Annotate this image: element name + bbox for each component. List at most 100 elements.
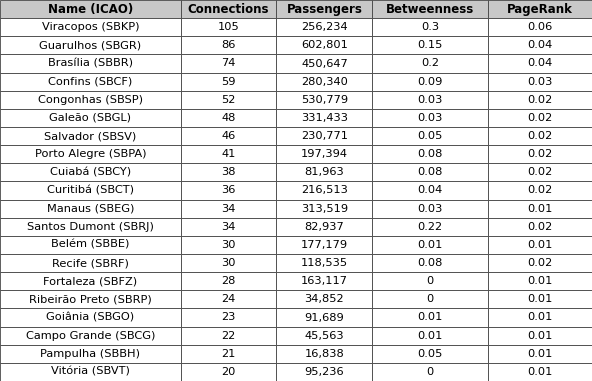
- Text: Ribeirão Preto (SBRP): Ribeirão Preto (SBRP): [29, 295, 152, 304]
- Text: Campo Grande (SBCG): Campo Grande (SBCG): [25, 331, 155, 341]
- Text: 34: 34: [221, 222, 236, 232]
- Bar: [372, 236, 488, 254]
- Text: Congonhas (SBSP): Congonhas (SBSP): [38, 95, 143, 105]
- Bar: [276, 145, 372, 163]
- Bar: [372, 290, 488, 309]
- Bar: [181, 36, 276, 54]
- Bar: [181, 345, 276, 363]
- Text: 0.22: 0.22: [417, 222, 443, 232]
- Bar: [488, 345, 592, 363]
- Bar: [0, 0, 181, 18]
- Text: 0.01: 0.01: [527, 312, 552, 322]
- Bar: [276, 309, 372, 327]
- Text: 45,563: 45,563: [305, 331, 344, 341]
- Text: 0.03: 0.03: [527, 77, 552, 86]
- Text: 41: 41: [221, 149, 236, 159]
- Bar: [488, 254, 592, 272]
- Text: 450,647: 450,647: [301, 59, 348, 69]
- Text: 0.05: 0.05: [417, 349, 443, 359]
- Text: Belém (SBBE): Belém (SBBE): [51, 240, 130, 250]
- Bar: [0, 254, 181, 272]
- Text: 602,801: 602,801: [301, 40, 348, 50]
- Bar: [276, 254, 372, 272]
- Text: 0.05: 0.05: [417, 131, 443, 141]
- Bar: [488, 272, 592, 290]
- Text: 230,771: 230,771: [301, 131, 348, 141]
- Text: 23: 23: [221, 312, 236, 322]
- Bar: [488, 109, 592, 127]
- Bar: [372, 327, 488, 345]
- Bar: [181, 109, 276, 127]
- Bar: [488, 0, 592, 18]
- Bar: [372, 91, 488, 109]
- Bar: [0, 290, 181, 309]
- Text: 0.03: 0.03: [417, 113, 443, 123]
- Text: Guarulhos (SBGR): Guarulhos (SBGR): [39, 40, 141, 50]
- Bar: [181, 54, 276, 72]
- Text: 0.08: 0.08: [417, 149, 443, 159]
- Bar: [181, 200, 276, 218]
- Bar: [372, 0, 488, 18]
- Bar: [0, 36, 181, 54]
- Text: 331,433: 331,433: [301, 113, 348, 123]
- Bar: [0, 163, 181, 181]
- Bar: [488, 236, 592, 254]
- Bar: [276, 181, 372, 200]
- Bar: [181, 363, 276, 381]
- Bar: [0, 145, 181, 163]
- Bar: [488, 54, 592, 72]
- Bar: [0, 54, 181, 72]
- Text: PageRank: PageRank: [507, 3, 573, 16]
- Bar: [181, 181, 276, 200]
- Text: 0.02: 0.02: [527, 186, 552, 195]
- Text: Name (ICAO): Name (ICAO): [47, 3, 133, 16]
- Bar: [372, 181, 488, 200]
- Text: 0.02: 0.02: [527, 167, 552, 178]
- Bar: [488, 181, 592, 200]
- Bar: [372, 54, 488, 72]
- Text: Salvador (SBSV): Salvador (SBSV): [44, 131, 136, 141]
- Bar: [0, 309, 181, 327]
- Bar: [488, 145, 592, 163]
- Text: 46: 46: [221, 131, 236, 141]
- Bar: [372, 254, 488, 272]
- Text: Porto Alegre (SBPA): Porto Alegre (SBPA): [34, 149, 146, 159]
- Text: 82,937: 82,937: [304, 222, 345, 232]
- Bar: [276, 109, 372, 127]
- Bar: [0, 91, 181, 109]
- Text: 30: 30: [221, 240, 236, 250]
- Text: Viracopos (SBKP): Viracopos (SBKP): [41, 22, 139, 32]
- Text: 0.06: 0.06: [527, 22, 552, 32]
- Text: 95,236: 95,236: [305, 367, 344, 377]
- Text: Pampulha (SBBH): Pampulha (SBBH): [40, 349, 140, 359]
- Bar: [372, 145, 488, 163]
- Text: Goiânia (SBGO): Goiânia (SBGO): [46, 312, 134, 322]
- Text: 0.01: 0.01: [527, 276, 552, 286]
- Text: 59: 59: [221, 77, 236, 86]
- Text: 0.02: 0.02: [527, 149, 552, 159]
- Text: Cuiabá (SBCY): Cuiabá (SBCY): [50, 167, 131, 178]
- Text: Curitibá (SBCT): Curitibá (SBCT): [47, 186, 134, 195]
- Bar: [276, 54, 372, 72]
- Bar: [181, 91, 276, 109]
- Bar: [372, 109, 488, 127]
- Bar: [276, 72, 372, 91]
- Text: 530,779: 530,779: [301, 95, 348, 105]
- Bar: [488, 309, 592, 327]
- Text: 0: 0: [426, 276, 434, 286]
- Bar: [181, 236, 276, 254]
- Bar: [276, 363, 372, 381]
- Bar: [181, 309, 276, 327]
- Bar: [276, 236, 372, 254]
- Bar: [0, 127, 181, 145]
- Bar: [372, 218, 488, 236]
- Text: Manaus (SBEG): Manaus (SBEG): [47, 203, 134, 214]
- Text: 0.01: 0.01: [417, 240, 443, 250]
- Bar: [276, 163, 372, 181]
- Text: 0.01: 0.01: [527, 331, 552, 341]
- Bar: [372, 72, 488, 91]
- Text: Fortaleza (SBFZ): Fortaleza (SBFZ): [43, 276, 137, 286]
- Text: 0.2: 0.2: [421, 59, 439, 69]
- Bar: [0, 109, 181, 127]
- Text: 0.04: 0.04: [527, 40, 552, 50]
